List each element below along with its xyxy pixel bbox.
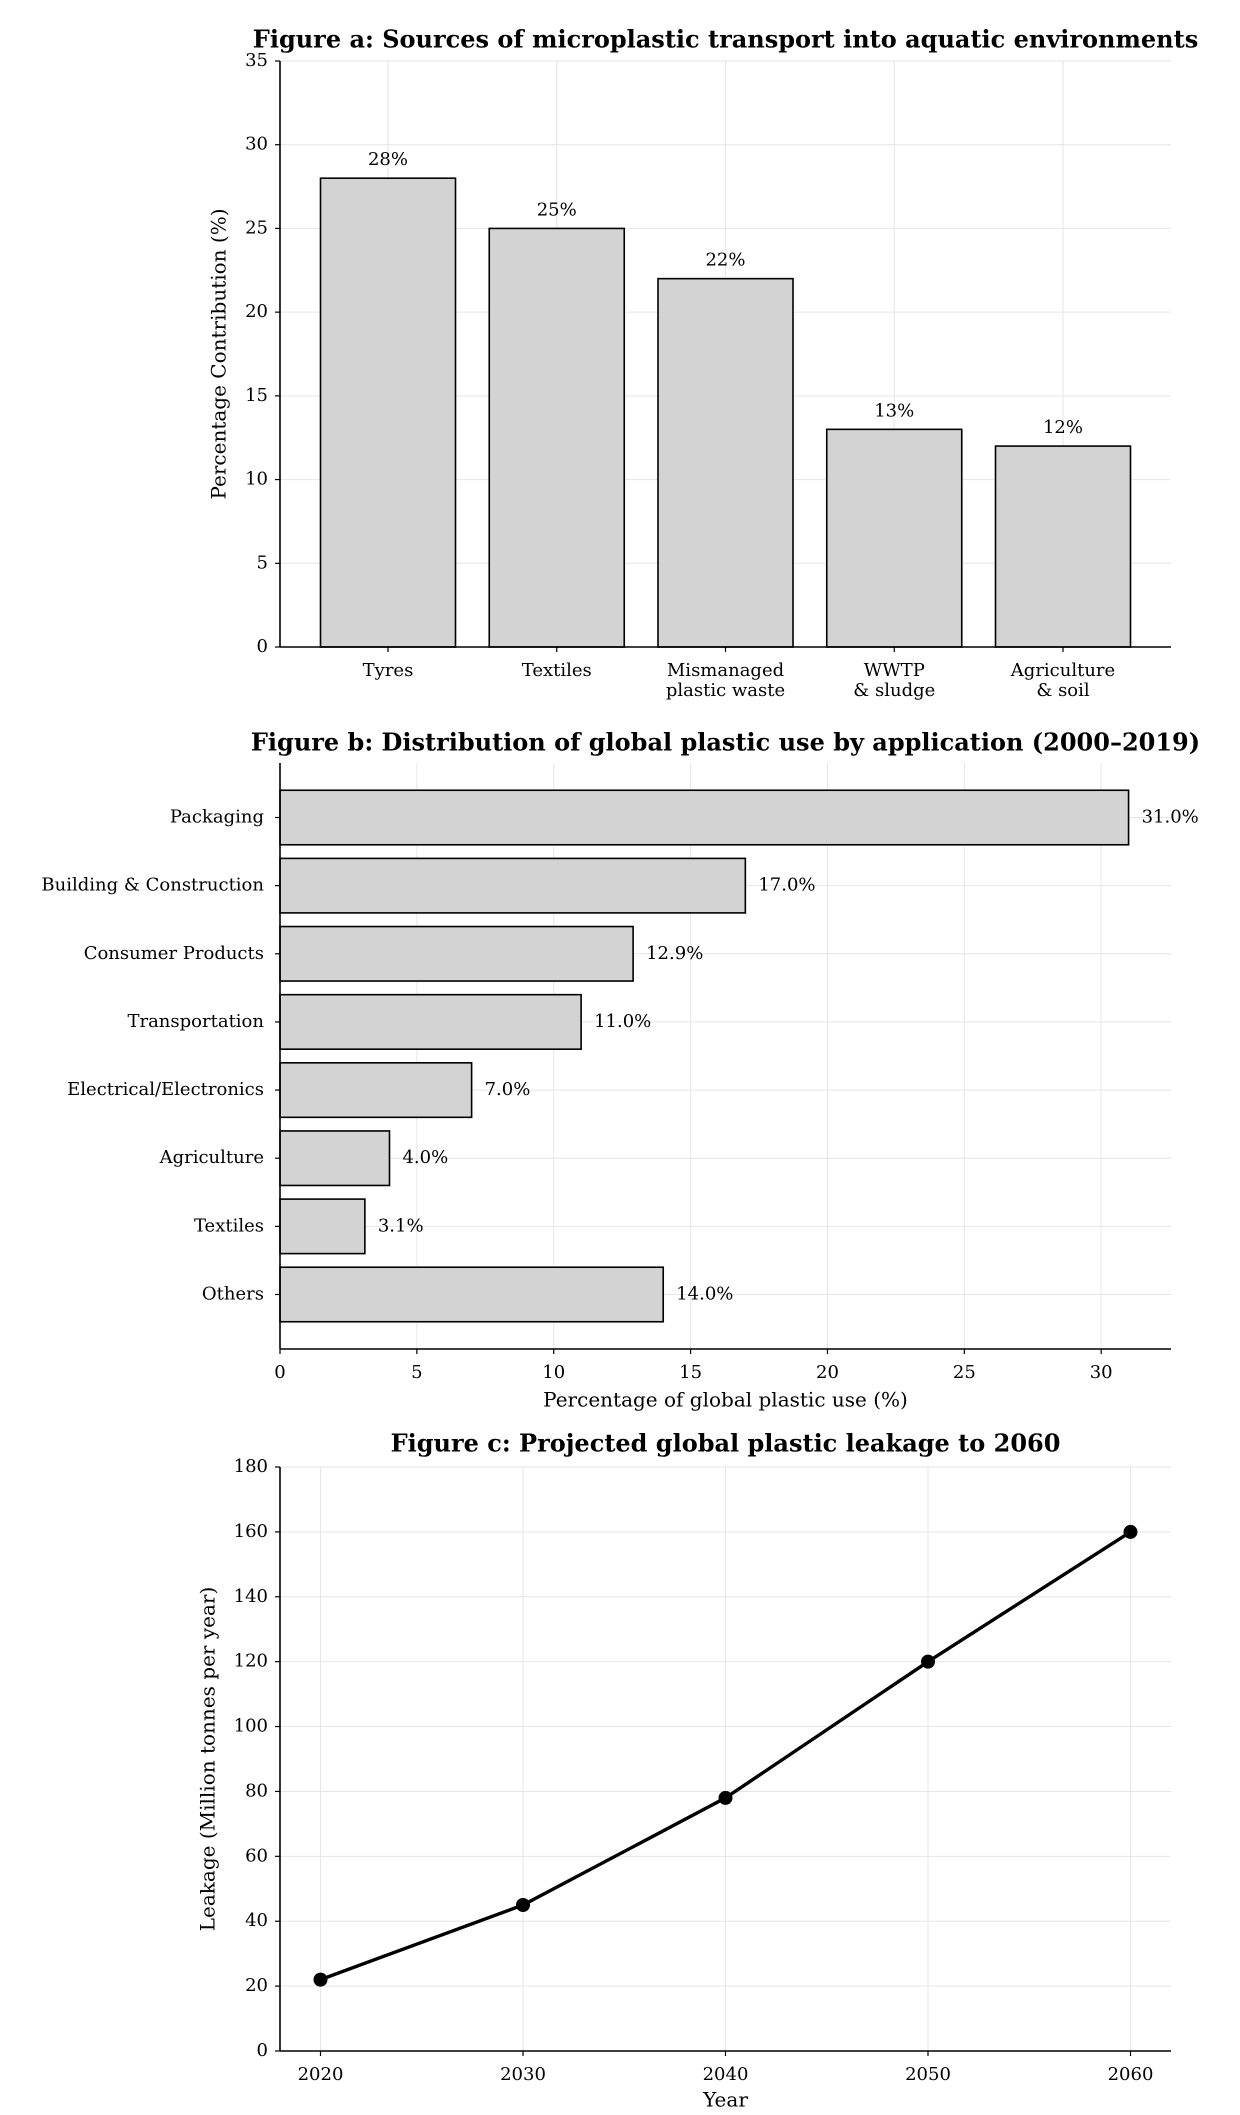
y-tick-label: Transportation	[127, 1011, 264, 1032]
y-tick-label: 30	[245, 134, 268, 155]
bar	[657, 277, 794, 648]
x-tick-label: Tyres	[363, 660, 414, 681]
y-tick-label: Others	[202, 1283, 264, 1304]
y-tick-label: 25	[245, 217, 268, 238]
y-tick-label: Consumer Products	[84, 943, 264, 964]
bar	[279, 1130, 391, 1187]
y-axis-label: Percentage Contribution (%)	[207, 208, 231, 499]
value-label: 13%	[874, 400, 914, 421]
value-label: 31.0%	[1142, 807, 1199, 828]
y-tick-label: 180	[234, 1456, 268, 1477]
x-tick-label: Textiles	[522, 660, 592, 681]
chart-title: Figure a: Sources of microplastic transp…	[253, 25, 1198, 54]
x-tick-label: 2030	[500, 2064, 546, 2085]
y-tick-label: Agriculture	[159, 1147, 264, 1168]
x-tick-label: 2040	[703, 2064, 749, 2085]
x-axis-label: Percentage of global plastic use (%)	[543, 1388, 908, 1412]
x-tick-label: 10	[542, 1362, 565, 1383]
value-label: 17.0%	[758, 875, 815, 896]
y-tick-label: 100	[234, 1716, 268, 1737]
y-tick-label: Textiles	[194, 1215, 264, 1236]
x-tick-label: 5	[411, 1362, 422, 1383]
y-tick-label: Electrical/Electronics	[67, 1079, 264, 1100]
value-label: 12%	[1043, 417, 1083, 438]
bar	[279, 789, 1130, 846]
x-tick-label: Agriculture & soil	[1010, 660, 1115, 701]
x-tick-label: WWTP & sludge	[853, 660, 935, 701]
chart-title: Figure c: Projected global plastic leaka…	[391, 1429, 1061, 1458]
x-tick-label: 15	[679, 1362, 702, 1383]
value-label: 12.9%	[646, 943, 703, 964]
bar	[279, 1198, 366, 1255]
y-tick-label: Packaging	[170, 807, 264, 828]
bar	[825, 428, 963, 648]
x-tick-label: 30	[1090, 1362, 1113, 1383]
value-label: 22%	[705, 250, 745, 271]
chart-title: Figure b: Distribution of global plastic…	[251, 728, 1200, 757]
value-label: 14.0%	[676, 1283, 733, 1304]
marker	[921, 1654, 935, 1669]
bar	[279, 993, 582, 1050]
y-tick-label: 60	[245, 1845, 268, 1866]
y-tick-label: 35	[245, 50, 268, 71]
value-label: 3.1%	[378, 1215, 424, 1236]
x-tick-label: Mismanaged plastic waste	[666, 660, 785, 701]
y-tick-label: 5	[257, 552, 268, 573]
x-axis-label: Year	[702, 2088, 748, 2112]
bar	[279, 925, 634, 982]
y-axis-label: Leakage (Million tonnes per year)	[196, 1587, 220, 1932]
y-tick-label: 160	[234, 1521, 268, 1542]
marker	[313, 1972, 328, 1987]
y-tick-label: 20	[245, 301, 268, 322]
x-tick-label: 25	[953, 1362, 976, 1383]
value-label: 11.0%	[594, 1011, 651, 1032]
x-tick-label: 2050	[905, 2064, 951, 2085]
bar	[279, 1266, 665, 1323]
marker	[718, 1790, 733, 1805]
y-tick-label: Building & Construction	[41, 875, 264, 896]
value-label: 4.0%	[402, 1147, 448, 1168]
bar	[279, 857, 747, 914]
marker	[1123, 1524, 1138, 1539]
y-tick-label: 0	[257, 2040, 268, 2061]
value-label: 7.0%	[485, 1079, 531, 1100]
value-label: 25%	[537, 199, 577, 220]
marker	[516, 1898, 530, 1912]
x-tick-label: 20	[816, 1362, 839, 1383]
value-label: 28%	[368, 149, 408, 170]
bar	[994, 445, 1132, 648]
x-tick-label: 2060	[1108, 2064, 1154, 2085]
bar	[319, 177, 457, 648]
y-tick-label: 15	[245, 385, 268, 406]
y-tick-label: 80	[245, 1780, 268, 1801]
y-tick-label: 40	[245, 1910, 268, 1931]
y-tick-label: 10	[245, 469, 268, 490]
y-tick-label: 120	[234, 1651, 268, 1672]
x-tick-label: 0	[274, 1362, 285, 1383]
bar	[488, 227, 626, 648]
y-tick-label: 0	[257, 636, 268, 657]
bar	[279, 1062, 473, 1119]
x-tick-label: 2020	[298, 2064, 344, 2085]
y-tick-label: 140	[234, 1586, 268, 1607]
y-tick-label: 20	[245, 1975, 268, 1996]
